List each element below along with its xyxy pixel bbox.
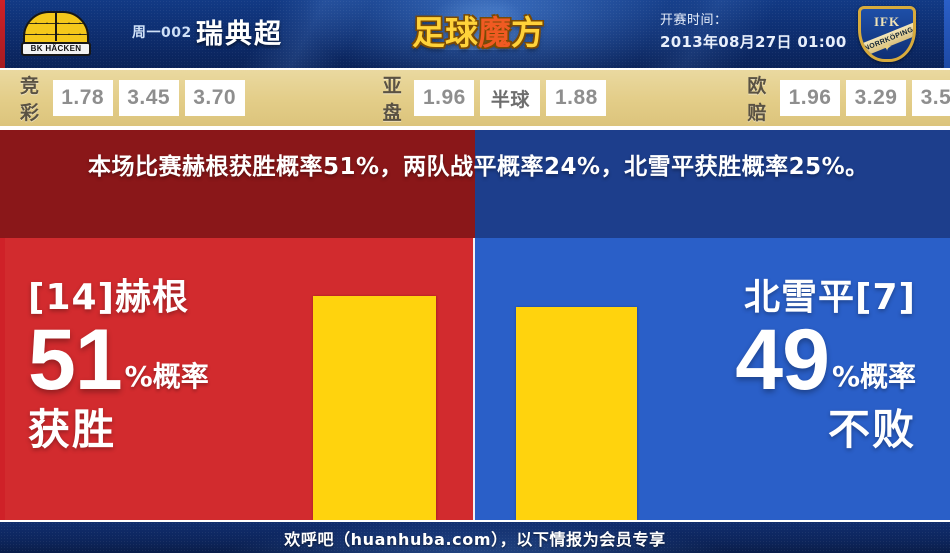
summary-band-right-bg (475, 130, 950, 238)
match-number: 周一002 (132, 25, 192, 41)
home-badge-caption: BK HÄCKEN (21, 42, 91, 56)
brand-text-c: 方 (511, 13, 544, 52)
probability-panels: [14]赫根 51 %概率 获胜 北雪平[7] 49 %概率 不败 (0, 238, 950, 520)
ifk-norrkoping-crest-icon: IFK NORRKÖPING ✦ (858, 6, 916, 62)
away-team-name: 北雪平[7] (744, 277, 916, 318)
odds-label-jingcai: 竞彩 (20, 75, 41, 124)
home-probability-bar (313, 296, 436, 520)
soccer-cube-logo-icon[interactable]: 足球魔方 (408, 0, 548, 62)
odds-cell-oupei-away[interactable]: 3.59 (912, 80, 950, 116)
home-stats: [14]赫根 51 %概率 获胜 (28, 276, 209, 456)
away-probability-value: 49 (735, 312, 830, 408)
away-probability-bar (516, 307, 637, 520)
odds-group-oupei: 欧赔 1.96 3.29 3.59 (747, 71, 950, 125)
odds-group-yapan: 亚盘 1.96 半球 1.88 (383, 71, 613, 125)
odds-cell-jingcai-draw[interactable]: 3.45 (118, 80, 179, 116)
odds-cell-oupei-home[interactable]: 1.96 (780, 80, 841, 116)
summary-band-left-bg (0, 130, 475, 238)
home-probability-suffix: %概率 (124, 360, 209, 393)
kickoff-info: 开赛时间： 2013年08月27日 01:00 (660, 11, 847, 53)
odds-cell-yapan-away[interactable]: 1.88 (546, 80, 607, 116)
odds-cell-yapan-handicap[interactable]: 半球 (480, 80, 541, 116)
summary-text: 本场比赛赫根获胜概率51%，两队战平概率24%，北雪平获胜概率25%。 (88, 154, 869, 180)
odds-label-yapan: 亚盘 (382, 75, 403, 124)
away-probability-suffix: %概率 (831, 360, 916, 393)
footer-notice: 欢呼吧（huanhuba.com），以下情报为会员专享 (284, 529, 666, 549)
odds-cell-jingcai-away[interactable]: 3.70 (184, 80, 245, 116)
summary-band: 本场比赛赫根获胜概率51%，两队战平概率24%，北雪平获胜概率25%。 (0, 130, 950, 238)
bk-hacken-crest-icon: BK HÄCKEN (21, 9, 91, 57)
brand-text-b: 魔 (478, 13, 511, 52)
league-name: 瑞典超 (196, 19, 283, 50)
odds-cell-jingcai-home[interactable]: 1.78 (52, 80, 113, 116)
odds-label-oupei: 欧赔 (747, 75, 768, 124)
away-outcome-label: 不败 (827, 405, 916, 454)
footer-bar: 欢呼吧（huanhuba.com），以下情报为会员专享 (0, 520, 950, 553)
away-panel: 北雪平[7] 49 %概率 不败 (475, 238, 950, 520)
odds-cell-yapan-home[interactable]: 1.96 (414, 80, 475, 116)
brand-text-a: 足球 (412, 13, 478, 52)
odds-bar: 竞彩 1.78 3.45 3.70 亚盘 1.96 半球 1.88 欧赔 1.9… (0, 68, 950, 128)
star-icon: ✦ (881, 40, 893, 54)
home-outcome-label: 获胜 (28, 405, 117, 454)
home-panel: [14]赫根 51 %概率 获胜 (0, 238, 475, 520)
away-badge-top: IFK (873, 14, 901, 29)
odds-group-jingcai: 竞彩 1.78 3.45 3.70 (20, 71, 251, 125)
odds-cell-oupei-draw[interactable]: 3.29 (846, 80, 907, 116)
home-probability-value: 51 (28, 312, 123, 408)
home-team-name: [14]赫根 (28, 277, 190, 318)
kickoff-label: 开赛时间： (660, 13, 728, 28)
kickoff-value: 2013年08月27日 01:00 (660, 33, 847, 51)
away-stats: 北雪平[7] 49 %概率 不败 (735, 276, 916, 456)
header-bar: BK HÄCKEN 周一002 瑞典超 足球魔方 开赛时间： 2013年08月2… (0, 0, 950, 68)
